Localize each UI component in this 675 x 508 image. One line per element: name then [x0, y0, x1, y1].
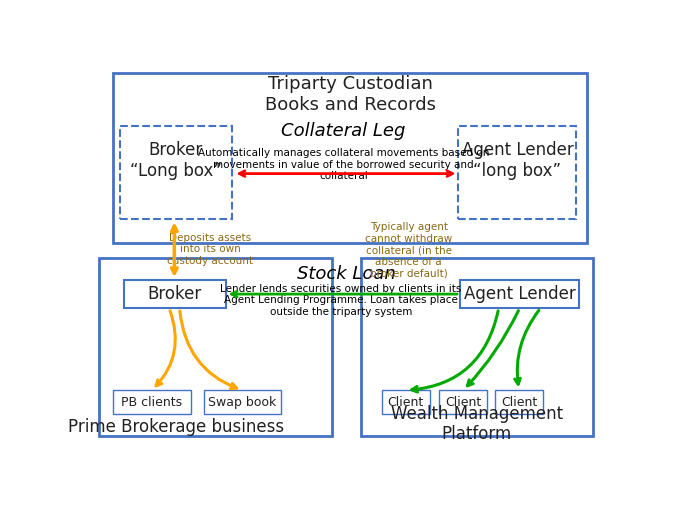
Text: Wealth Management
Platform: Wealth Management Platform	[391, 404, 563, 443]
FancyBboxPatch shape	[113, 390, 190, 414]
Text: Automatically manages collateral movements based on
movements in value of the bo: Automatically manages collateral movemen…	[198, 148, 489, 181]
FancyBboxPatch shape	[381, 390, 429, 414]
Text: Client: Client	[445, 396, 481, 408]
Text: Stock Loan: Stock Loan	[296, 265, 396, 283]
Text: Prime Brokerage business: Prime Brokerage business	[68, 418, 284, 436]
FancyBboxPatch shape	[458, 125, 576, 219]
Text: Agent Lender
“long box”: Agent Lender “long box”	[462, 141, 573, 180]
FancyBboxPatch shape	[495, 390, 543, 414]
FancyBboxPatch shape	[124, 280, 225, 308]
FancyBboxPatch shape	[204, 390, 281, 414]
Text: Client: Client	[387, 396, 424, 408]
FancyBboxPatch shape	[460, 280, 579, 308]
Text: PB clients: PB clients	[122, 396, 182, 408]
FancyBboxPatch shape	[439, 390, 487, 414]
FancyBboxPatch shape	[99, 259, 332, 436]
Text: Typically agent
cannot withdraw
collateral (in the
absence of a
broker default): Typically agent cannot withdraw collater…	[365, 223, 452, 279]
Text: Broker
“Long box”: Broker “Long box”	[130, 141, 222, 180]
Text: Collateral Leg: Collateral Leg	[281, 122, 406, 140]
Text: Deposits assets
into its own
custody account: Deposits assets into its own custody acc…	[167, 233, 253, 266]
Text: Triparty Custodian
Books and Records: Triparty Custodian Books and Records	[265, 75, 435, 114]
Text: Swap book: Swap book	[208, 396, 277, 408]
FancyBboxPatch shape	[113, 73, 587, 243]
Text: Broker: Broker	[147, 285, 201, 303]
Text: Lender lends securities owned by clients in its
Agent Lending Programme. Loan ta: Lender lends securities owned by clients…	[220, 284, 462, 317]
FancyBboxPatch shape	[120, 125, 232, 219]
Text: Client: Client	[501, 396, 537, 408]
Text: Agent Lender: Agent Lender	[464, 285, 576, 303]
FancyBboxPatch shape	[360, 259, 593, 436]
